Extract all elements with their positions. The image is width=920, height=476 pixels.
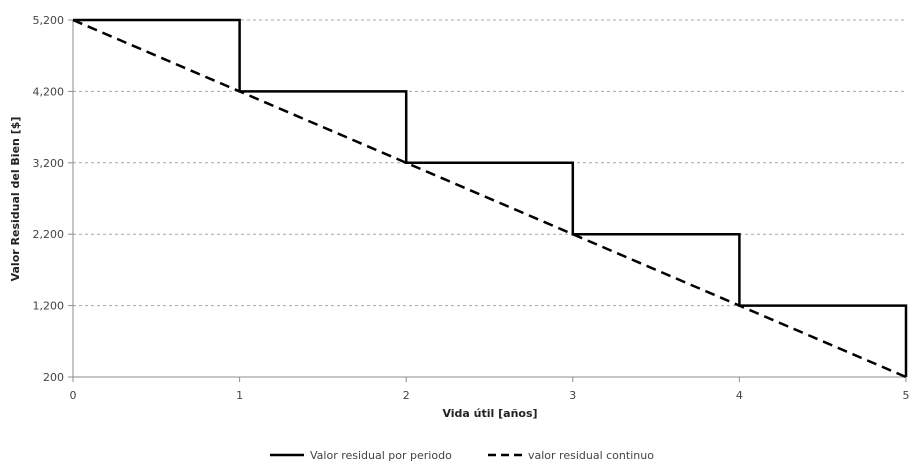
y-tick-label: 5,200 [33, 14, 65, 27]
y-tick-label: 200 [43, 371, 64, 384]
y-tick-label: 2,200 [33, 228, 65, 241]
x-tick-label: 1 [236, 389, 243, 402]
y-tick-label: 1,200 [33, 300, 65, 313]
legend-label: valor residual continuo [528, 449, 654, 462]
series-line-continuo [72, 18, 907, 379]
x-axis-title: Vida útil [años] [442, 407, 537, 420]
y-tick-label: 3,200 [33, 157, 65, 170]
series-line-por-periodo [73, 18, 908, 377]
legend-label: Valor residual por periodo [310, 449, 452, 462]
series-layer [72, 18, 908, 379]
legend: Valor residual por periodo valor residual… [270, 449, 654, 462]
y-tick-label: 4,200 [33, 85, 65, 98]
y-axis-title: Valor Residual del Bien [$] [9, 117, 22, 282]
x-tick-label: 2 [403, 389, 410, 402]
x-tick-label: 4 [736, 389, 743, 402]
x-tick-label: 3 [569, 389, 576, 402]
tick-labels: 200 1,200 2,200 3,200 4,200 5,200 0 1 2 3 4 5 [33, 14, 910, 402]
x-tick-label: 0 [70, 389, 77, 402]
x-tick-label: 5 [903, 389, 910, 402]
axes [68, 19, 907, 382]
